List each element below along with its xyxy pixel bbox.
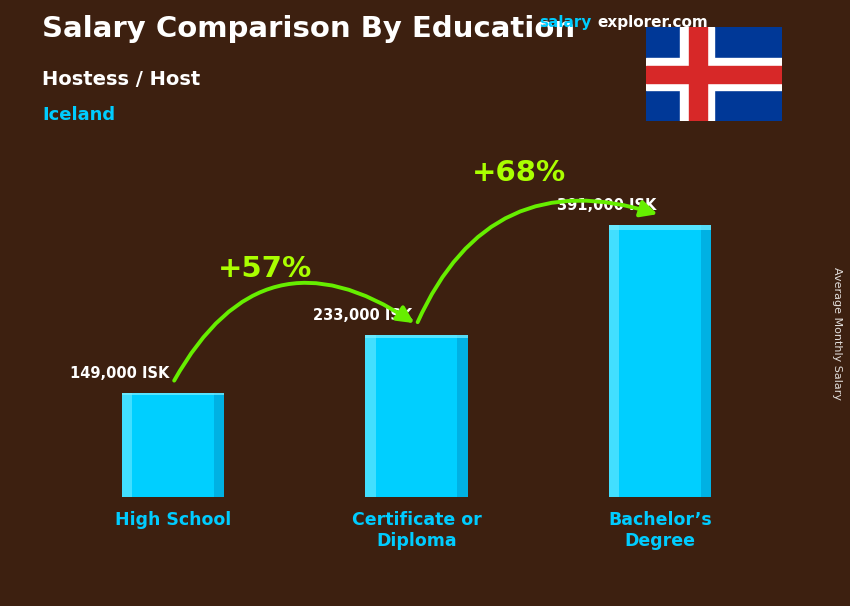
Bar xyxy=(646,66,782,82)
Text: explorer.com: explorer.com xyxy=(598,15,708,30)
Text: +68%: +68% xyxy=(472,159,566,187)
Text: 391,000 ISK: 391,000 ISK xyxy=(557,198,656,213)
Text: +57%: +57% xyxy=(218,255,313,283)
Text: Iceland: Iceland xyxy=(42,106,116,124)
Bar xyxy=(609,225,711,497)
Bar xyxy=(366,335,468,497)
Bar xyxy=(122,393,224,497)
Text: 149,000 ISK: 149,000 ISK xyxy=(70,366,169,381)
Bar xyxy=(122,393,224,395)
Bar xyxy=(366,335,376,497)
Text: Average Monthly Salary: Average Monthly Salary xyxy=(832,267,842,400)
Bar xyxy=(609,225,620,497)
Text: Hostess / Host: Hostess / Host xyxy=(42,70,201,88)
Bar xyxy=(213,393,224,497)
Bar xyxy=(609,225,711,230)
Bar xyxy=(701,225,711,497)
Bar xyxy=(646,58,782,90)
Text: Salary Comparison By Education: Salary Comparison By Education xyxy=(42,15,575,43)
Text: salary: salary xyxy=(540,15,592,30)
Bar xyxy=(680,27,714,121)
Text: 233,000 ISK: 233,000 ISK xyxy=(314,308,412,322)
Bar xyxy=(122,393,132,497)
Bar xyxy=(688,27,706,121)
Bar xyxy=(366,335,468,338)
Bar xyxy=(457,335,468,497)
